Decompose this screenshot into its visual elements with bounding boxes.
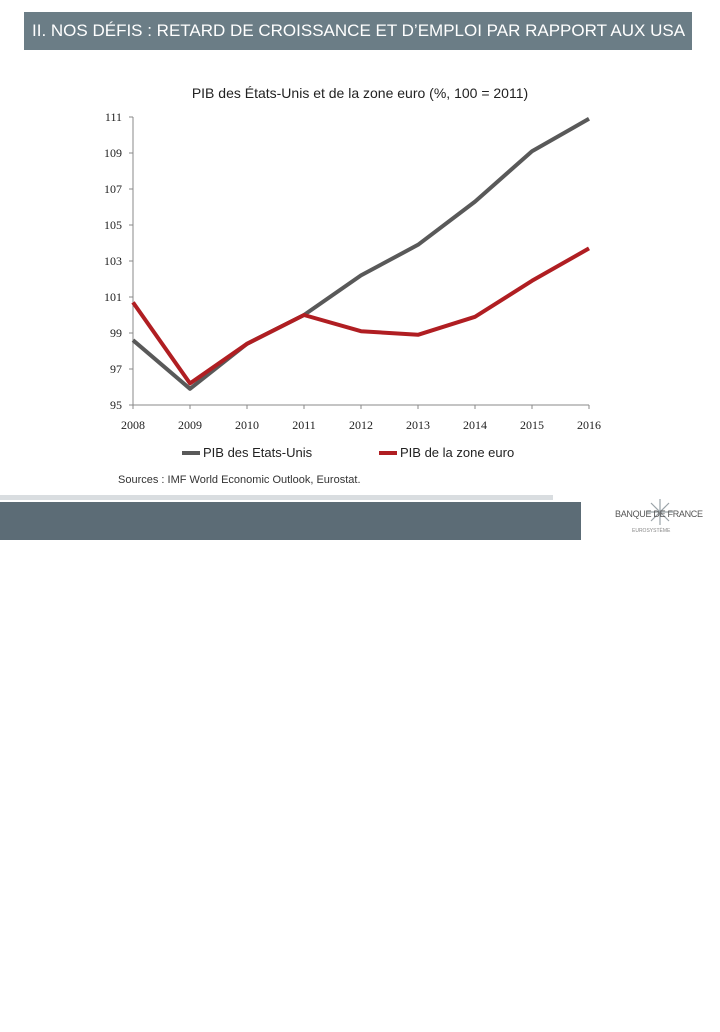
sources-note: Sources : IMF World Economic Outlook, Eu… [118, 474, 361, 486]
y-tick-label: 101 [104, 290, 122, 304]
x-tick-label: 2013 [406, 418, 430, 432]
x-tick-label: 2011 [292, 418, 316, 432]
x-tick-label: 2012 [349, 418, 373, 432]
y-tick-label: 109 [104, 146, 122, 160]
banque-de-france-logo: BANQUE DE FRANCE EUROSYSTÈME [610, 497, 710, 537]
y-tick-label: 111 [105, 110, 122, 124]
eurozone-gdp-line [133, 248, 589, 383]
logo-subtext: EUROSYSTÈME [632, 528, 670, 534]
x-tick-label: 2016 [577, 418, 601, 432]
x-tick-label: 2015 [520, 418, 544, 432]
y-tick-label: 95 [110, 398, 122, 412]
y-tick-label: 105 [104, 218, 122, 232]
y-tick-label: 97 [110, 362, 122, 376]
x-tick-label: 2010 [235, 418, 259, 432]
y-tick-label: 107 [104, 182, 122, 196]
line-chart: 95 97 99 101 103 105 107 109 111 2008 2009 2010 2011… [0, 0, 720, 540]
y-tick-label: 103 [104, 254, 122, 268]
logo-text: BANQUE DE FRANCE [615, 509, 703, 519]
y-tick-label: 99 [110, 326, 122, 340]
x-tick-label: 2008 [121, 418, 145, 432]
footer-divider [0, 495, 553, 500]
x-tick-label: 2014 [463, 418, 487, 432]
legend-label: PIB des Etats-Unis [203, 445, 313, 460]
footer-bar: 6 [0, 502, 581, 540]
x-tick-label: 2009 [178, 418, 202, 432]
us-gdp-line [133, 119, 589, 389]
legend-label: PIB de la zone euro [400, 445, 514, 460]
page-number: 6 [520, 1021, 526, 1032]
